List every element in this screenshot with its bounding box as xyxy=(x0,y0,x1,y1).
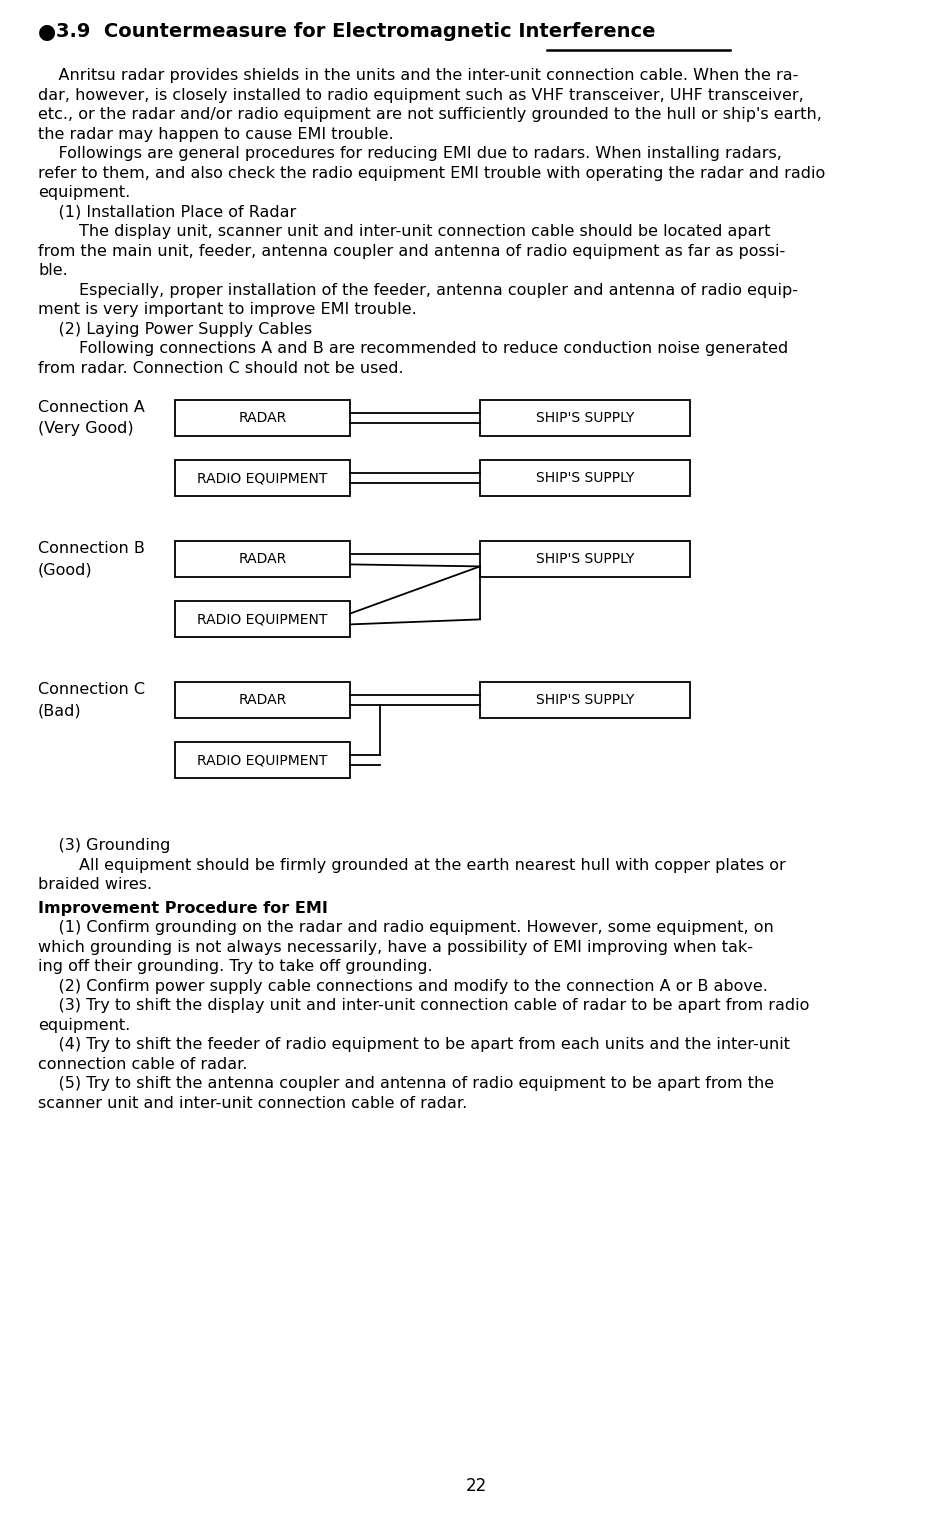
Bar xyxy=(175,602,350,637)
Bar xyxy=(175,401,350,436)
Bar xyxy=(480,541,690,577)
Text: Followings are general procedures for reducing EMI due to radars. When installin: Followings are general procedures for re… xyxy=(38,146,825,200)
Text: (2) Confirm power supply cable connections and modify to the connection A or B a: (2) Confirm power supply cable connectio… xyxy=(38,978,768,993)
Text: SHIP'S SUPPLY: SHIP'S SUPPLY xyxy=(536,693,634,707)
Bar xyxy=(480,682,690,717)
Text: Especially, proper installation of the feeder, antenna coupler and antenna of ra: Especially, proper installation of the f… xyxy=(38,282,798,317)
Text: (1) Installation Place of Radar: (1) Installation Place of Radar xyxy=(38,204,296,219)
Text: RADAR: RADAR xyxy=(238,551,287,567)
Bar xyxy=(175,460,350,496)
Text: RADIO EQUIPMENT: RADIO EQUIPMENT xyxy=(197,752,327,768)
Text: Improvement Procedure for EMI: Improvement Procedure for EMI xyxy=(38,900,327,915)
Text: ●: ● xyxy=(38,21,56,43)
Text: The display unit, scanner unit and inter-unit connection cable should be located: The display unit, scanner unit and inter… xyxy=(38,224,785,279)
Text: RADIO EQUIPMENT: RADIO EQUIPMENT xyxy=(197,471,327,484)
Bar xyxy=(175,742,350,778)
Text: RADAR: RADAR xyxy=(238,693,287,707)
Text: Connection A
(Very Good): Connection A (Very Good) xyxy=(38,401,145,436)
Text: (3) Try to shift the display unit and inter-unit connection cable of radar to be: (3) Try to shift the display unit and in… xyxy=(38,998,809,1033)
Text: (2) Laying Power Supply Cables: (2) Laying Power Supply Cables xyxy=(38,321,312,337)
Text: RADIO EQUIPMENT: RADIO EQUIPMENT xyxy=(197,612,327,626)
Text: 22: 22 xyxy=(466,1477,486,1496)
Bar xyxy=(480,460,690,496)
Bar xyxy=(175,682,350,717)
Text: RADAR: RADAR xyxy=(238,411,287,425)
Text: All equipment should be firmly grounded at the earth nearest hull with copper pl: All equipment should be firmly grounded … xyxy=(38,857,785,892)
Text: SHIP'S SUPPLY: SHIP'S SUPPLY xyxy=(536,411,634,425)
Text: Connection B
(Good): Connection B (Good) xyxy=(38,541,145,577)
Text: SHIP'S SUPPLY: SHIP'S SUPPLY xyxy=(536,471,634,484)
Text: (3) Grounding: (3) Grounding xyxy=(38,838,170,853)
Bar xyxy=(175,541,350,577)
Bar xyxy=(480,401,690,436)
Text: (4) Try to shift the feeder of radio equipment to be apart from each units and t: (4) Try to shift the feeder of radio equ… xyxy=(38,1037,790,1072)
Text: Connection C
(Bad): Connection C (Bad) xyxy=(38,682,145,717)
Text: SHIP'S SUPPLY: SHIP'S SUPPLY xyxy=(536,551,634,567)
Text: (1) Confirm grounding on the radar and radio equipment. However, some equipment,: (1) Confirm grounding on the radar and r… xyxy=(38,920,774,975)
Text: 3.9  Countermeasure for Electromagnetic Interference: 3.9 Countermeasure for Electromagnetic I… xyxy=(56,21,656,41)
Text: (5) Try to shift the antenna coupler and antenna of radio equipment to be apart : (5) Try to shift the antenna coupler and… xyxy=(38,1077,774,1110)
Text: Anritsu radar provides shields in the units and the inter-unit connection cable.: Anritsu radar provides shields in the un… xyxy=(38,69,822,142)
Text: Following connections A and B are recommended to reduce conduction noise generat: Following connections A and B are recomm… xyxy=(38,341,788,376)
